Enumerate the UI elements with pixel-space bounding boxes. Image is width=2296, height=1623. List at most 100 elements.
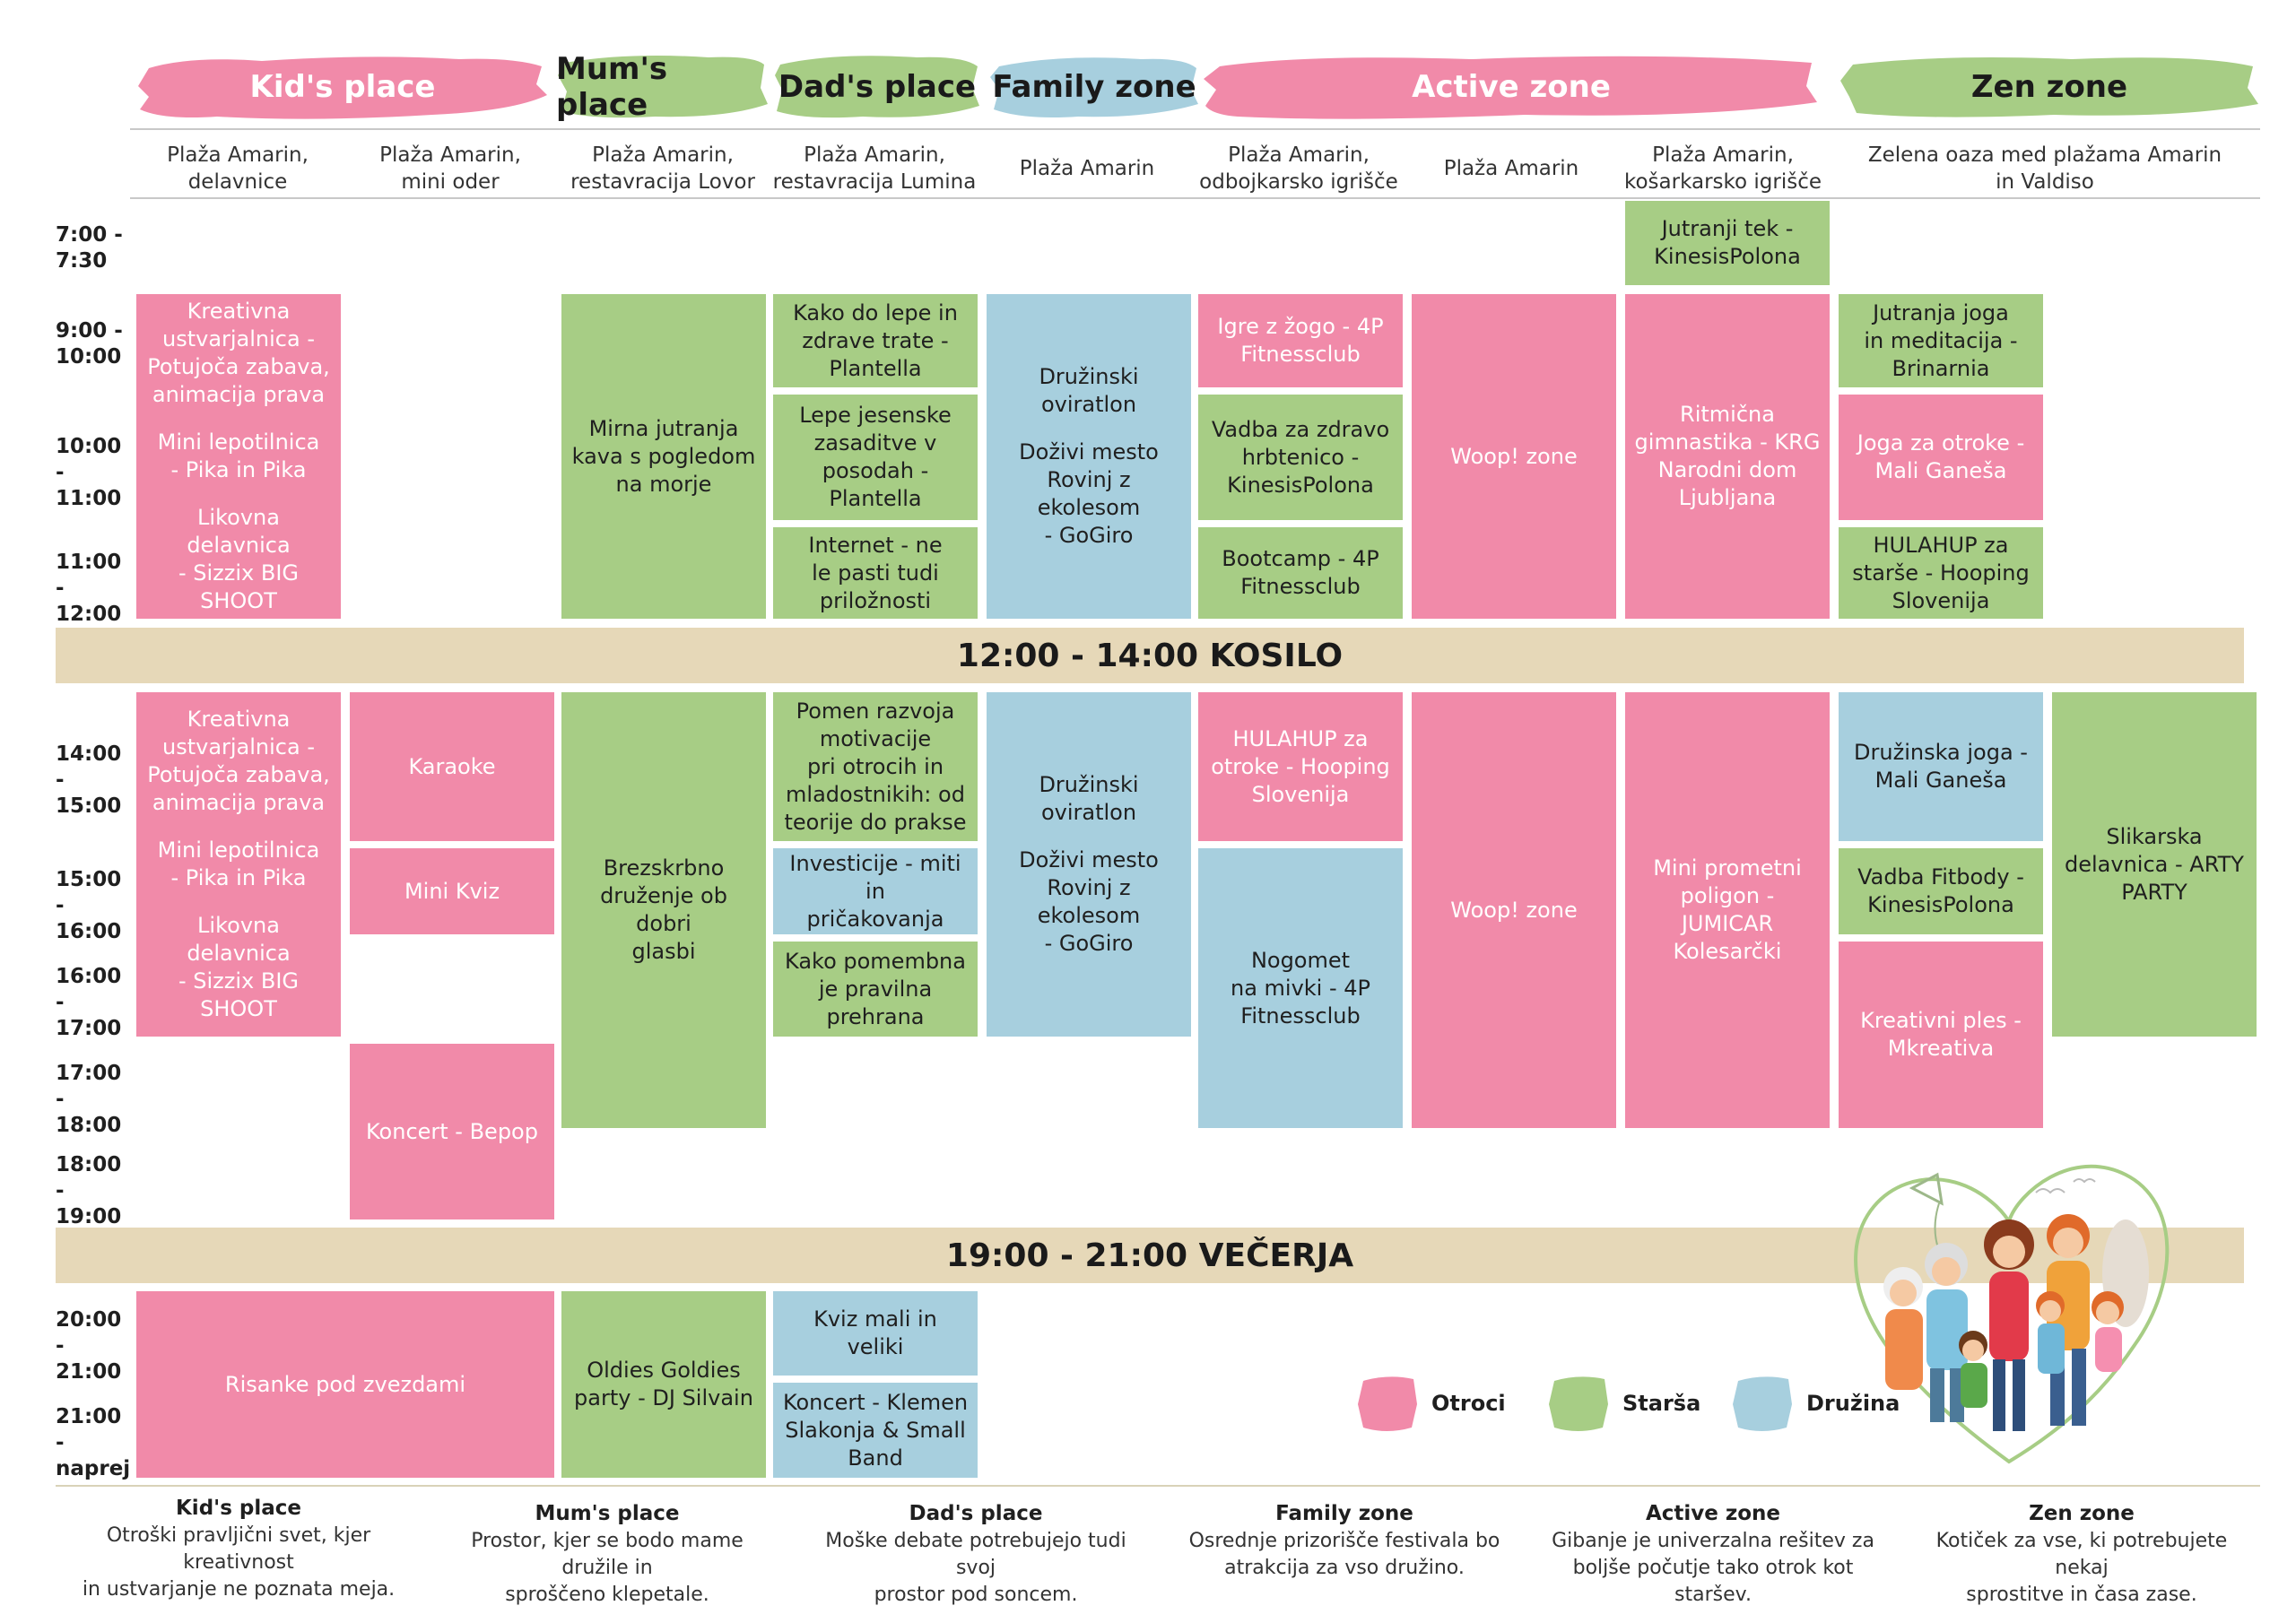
footer-divider: [56, 1485, 2260, 1487]
footer-title: Family zone: [1275, 1502, 1413, 1525]
time-label: 21:00 - naprej: [56, 1405, 131, 1480]
location-label: Plaža Amarin, košarkarsko igrišče: [1623, 143, 1822, 194]
footer-title: Dad's place: [909, 1502, 1043, 1525]
event-igre-z-zogo[interactable]: Igre z žogo - 4P Fitnessclub: [1198, 294, 1403, 387]
zone-header-zen-zone: Zen zone: [1839, 48, 2260, 126]
event-oldies-goldies[interactable]: Oldies Goldies party - DJ Silvain: [561, 1291, 766, 1478]
location-label: Plaža Amarin, restavracija Lumina: [772, 143, 977, 194]
lunch-break-banner: 12:00 - 14:00 KOSILO: [56, 628, 2244, 683]
legend-swatch-icon: [1549, 1376, 1608, 1431]
event-vadba-za-zdravo-hrbtenico[interactable]: Vadba za zdravo hrbtenico - KinesisPolon…: [1198, 395, 1403, 520]
time-label: 11:00 - 12:00: [56, 551, 122, 626]
event-nogomet-na-mivki[interactable]: Nogomet na mivki - 4P Fitnessclub: [1198, 848, 1403, 1128]
location-label: Zelena oaza med plažama Amarin in Valdis…: [1867, 143, 2222, 194]
event-ritmicna-gimnastika[interactable]: Ritmična gimnastika - KRG Narodni dom Lj…: [1625, 294, 1830, 619]
legend-swatch-icon: [1358, 1376, 1417, 1431]
legend-otroci: Otroci: [1356, 1372, 1506, 1435]
footer-title: Mum's place: [535, 1502, 680, 1525]
event-kako-pomembna-je-prehrana[interactable]: Kako pomembna je pravilna prehrana: [773, 942, 978, 1037]
zone-header-active-zone: Active zone: [1202, 48, 1821, 126]
event-kviz-mali-in-veliki[interactable]: Kviz mali in veliki: [773, 1291, 978, 1376]
event-koncert-bepop[interactable]: Koncert - Bepop: [350, 1044, 554, 1219]
event-risanke-pod-zvezdami[interactable]: Risanke pod zvezdami: [136, 1291, 554, 1478]
event-mini-prometni-poligon[interactable]: Mini prometni poligon - JUMICAR Kolesarč…: [1625, 692, 1830, 1128]
time-label: 9:00 - 10:00: [56, 319, 123, 369]
event-investicije[interactable]: Investicije - miti in pričakovanja: [773, 848, 978, 934]
event-jutranja-joga[interactable]: Jutranja joga in meditacija - Brinarnia: [1839, 294, 2043, 387]
footer-description: Kotiček za vse, ki potrebujete nekaj spr…: [1935, 1530, 2228, 1606]
location-label: Plaža Amarin, delavnice: [167, 143, 309, 194]
footer-dads-place: Dad's place Moške debate potrebujejo tud…: [814, 1499, 1137, 1609]
time-label: 16:00 - 17:00: [56, 965, 122, 1040]
event-hulahup-za-otroke[interactable]: HULAHUP za otroke - Hooping Slovenija: [1198, 692, 1403, 841]
time-label: 15:00 - 16:00: [56, 868, 122, 943]
event-hulahup-za-starse[interactable]: HULAHUP za starše - Hooping Slovenija: [1839, 527, 2043, 619]
event-slikarska-delavnica[interactable]: Slikarska delavnica - ARTY PARTY: [2052, 692, 2257, 1037]
footer-zen-zone: Zen zone Kotiček za vse, ki potrebujete …: [1920, 1499, 2243, 1609]
footer-mums-place: Mum's place Prostor, kjer se bodo mame d…: [446, 1499, 769, 1609]
time-label: 20:00 - 21:00: [56, 1308, 122, 1384]
lunch-break-label: 12:00 - 14:00 KOSILO: [956, 637, 1344, 674]
event-kako-do-lepe-trate[interactable]: Kako do lepe in zdrave trate - Plantella: [773, 294, 978, 387]
dinner-break-banner: 19:00 - 21:00 VEČERJA: [56, 1228, 2244, 1283]
event-kreativna-ustvarjalnica[interactable]: Kreativna ustvarjalnica - Potujoča zabav…: [136, 294, 341, 619]
time-label: 14:00 - 15:00: [56, 742, 122, 818]
time-label: 18:00 - 19:00: [56, 1153, 122, 1228]
event-jutranji-tek[interactable]: Jutranji tek - KinesisPolona: [1625, 201, 1830, 285]
zone-title: Kid's place: [249, 69, 436, 105]
legend-druzina: Družina: [1731, 1372, 1900, 1435]
footer-title: Zen zone: [2029, 1502, 2135, 1525]
event-woop-zone[interactable]: Woop! zone: [1412, 294, 1616, 619]
legend-label: Starša: [1622, 1391, 1701, 1416]
event-pomen-razvoja-motivacije[interactable]: Pomen razvoja motivacije pri otrocih in …: [773, 692, 978, 841]
footer-kids-place: Kid's place Otroški pravljični svet, kje…: [77, 1494, 400, 1603]
zone-title: Mum's place: [556, 51, 668, 123]
event-druzinski-oviratlon-afternoon[interactable]: Družinski oviratlon Doživi mesto Rovinj …: [987, 692, 1191, 1037]
event-mini-kviz[interactable]: Mini Kviz: [350, 848, 554, 934]
time-label: 17:00 - 18:00: [56, 1062, 122, 1137]
footer-description: Moške debate potrebujejo tudi svoj prost…: [825, 1530, 1126, 1606]
footer-title: Active zone: [1645, 1502, 1781, 1525]
footer-family-zone: Family zone Osrednje prizorišče festival…: [1183, 1499, 1506, 1582]
footer-description: Gibanje je univerzalna rešitev za boljše…: [1552, 1530, 1874, 1606]
zone-title: Active zone: [1412, 69, 1611, 105]
zone-title: Family zone: [992, 69, 1196, 105]
event-druzinski-oviratlon[interactable]: Družinski oviratlon Doživi mesto Rovinj …: [987, 294, 1191, 619]
dinner-break-label: 19:00 - 21:00 VEČERJA: [945, 1237, 1354, 1274]
header-bottom-line: [130, 197, 2260, 199]
event-kreativna-ustvarjalnica-afternoon[interactable]: Kreativna ustvarjalnica - Potujoča zabav…: [136, 692, 341, 1037]
zone-title: Zen zone: [1970, 69, 2128, 105]
footer-title: Kid's place: [175, 1497, 301, 1520]
event-bootcamp[interactable]: Bootcamp - 4P Fitnessclub: [1198, 527, 1403, 619]
time-label: 10:00 - 11:00: [56, 435, 122, 510]
event-vadba-fitbody[interactable]: Vadba Fitbody - KinesisPolona: [1839, 848, 2043, 934]
header-top-line: [130, 128, 2260, 130]
event-lepe-jesenske-zasaditve[interactable]: Lepe jesenske zasaditve v posodah - Plan…: [773, 395, 978, 520]
event-karaoke[interactable]: Karaoke: [350, 692, 554, 841]
event-kreativni-ples[interactable]: Kreativni ples - Mkreativa: [1839, 942, 2043, 1128]
family-heart-illustration: [1854, 1164, 2170, 1464]
event-mirna-jutranja-kava[interactable]: Mirna jutranja kava s pogledom na morje: [561, 294, 766, 619]
zone-title: Dad's place: [778, 69, 977, 105]
event-brezskrbno-druzenje[interactable]: Brezskrbno druženje ob dobri glasbi: [561, 692, 766, 1128]
legend-label: Družina: [1806, 1391, 1900, 1416]
time-label: 7:00 - 7:30: [56, 223, 123, 273]
event-koncert-klemen-slakonja[interactable]: Koncert - Klemen Slakonja & Small Band: [773, 1383, 978, 1478]
event-woop-zone-afternoon[interactable]: Woop! zone: [1412, 692, 1616, 1128]
location-label: Plaža Amarin, restavracija Lovor: [570, 143, 755, 194]
legend-swatch-icon: [1733, 1376, 1792, 1431]
location-label: Plaža Amarin, mini oder: [379, 143, 521, 194]
location-label: Plaža Amarin: [1443, 157, 1579, 180]
event-druzinska-joga[interactable]: Družinska joga - Mali Ganeša: [1839, 692, 2043, 841]
footer-description: Otroški pravljični svet, kjer kreativnos…: [82, 1524, 396, 1601]
zone-header-mums-place: Mum's place: [556, 48, 770, 126]
zone-header-kids-place: Kid's place: [136, 48, 549, 126]
location-label: Plaža Amarin, odbojkarsko igrišče: [1199, 143, 1398, 194]
location-label: Plaža Amarin: [1019, 157, 1155, 180]
legend-starsa: Starša: [1547, 1372, 1700, 1435]
footer-active-zone: Active zone Gibanje je univerzalna rešit…: [1552, 1499, 1874, 1609]
footer-description: Osrednje prizorišče festivala bo atrakci…: [1188, 1530, 1500, 1579]
event-internet[interactable]: Internet - ne le pasti tudi priložnosti: [773, 527, 978, 619]
event-joga-za-otroke[interactable]: Joga za otroke - Mali Ganeša: [1839, 395, 2043, 520]
legend-label: Otroci: [1431, 1391, 1506, 1416]
